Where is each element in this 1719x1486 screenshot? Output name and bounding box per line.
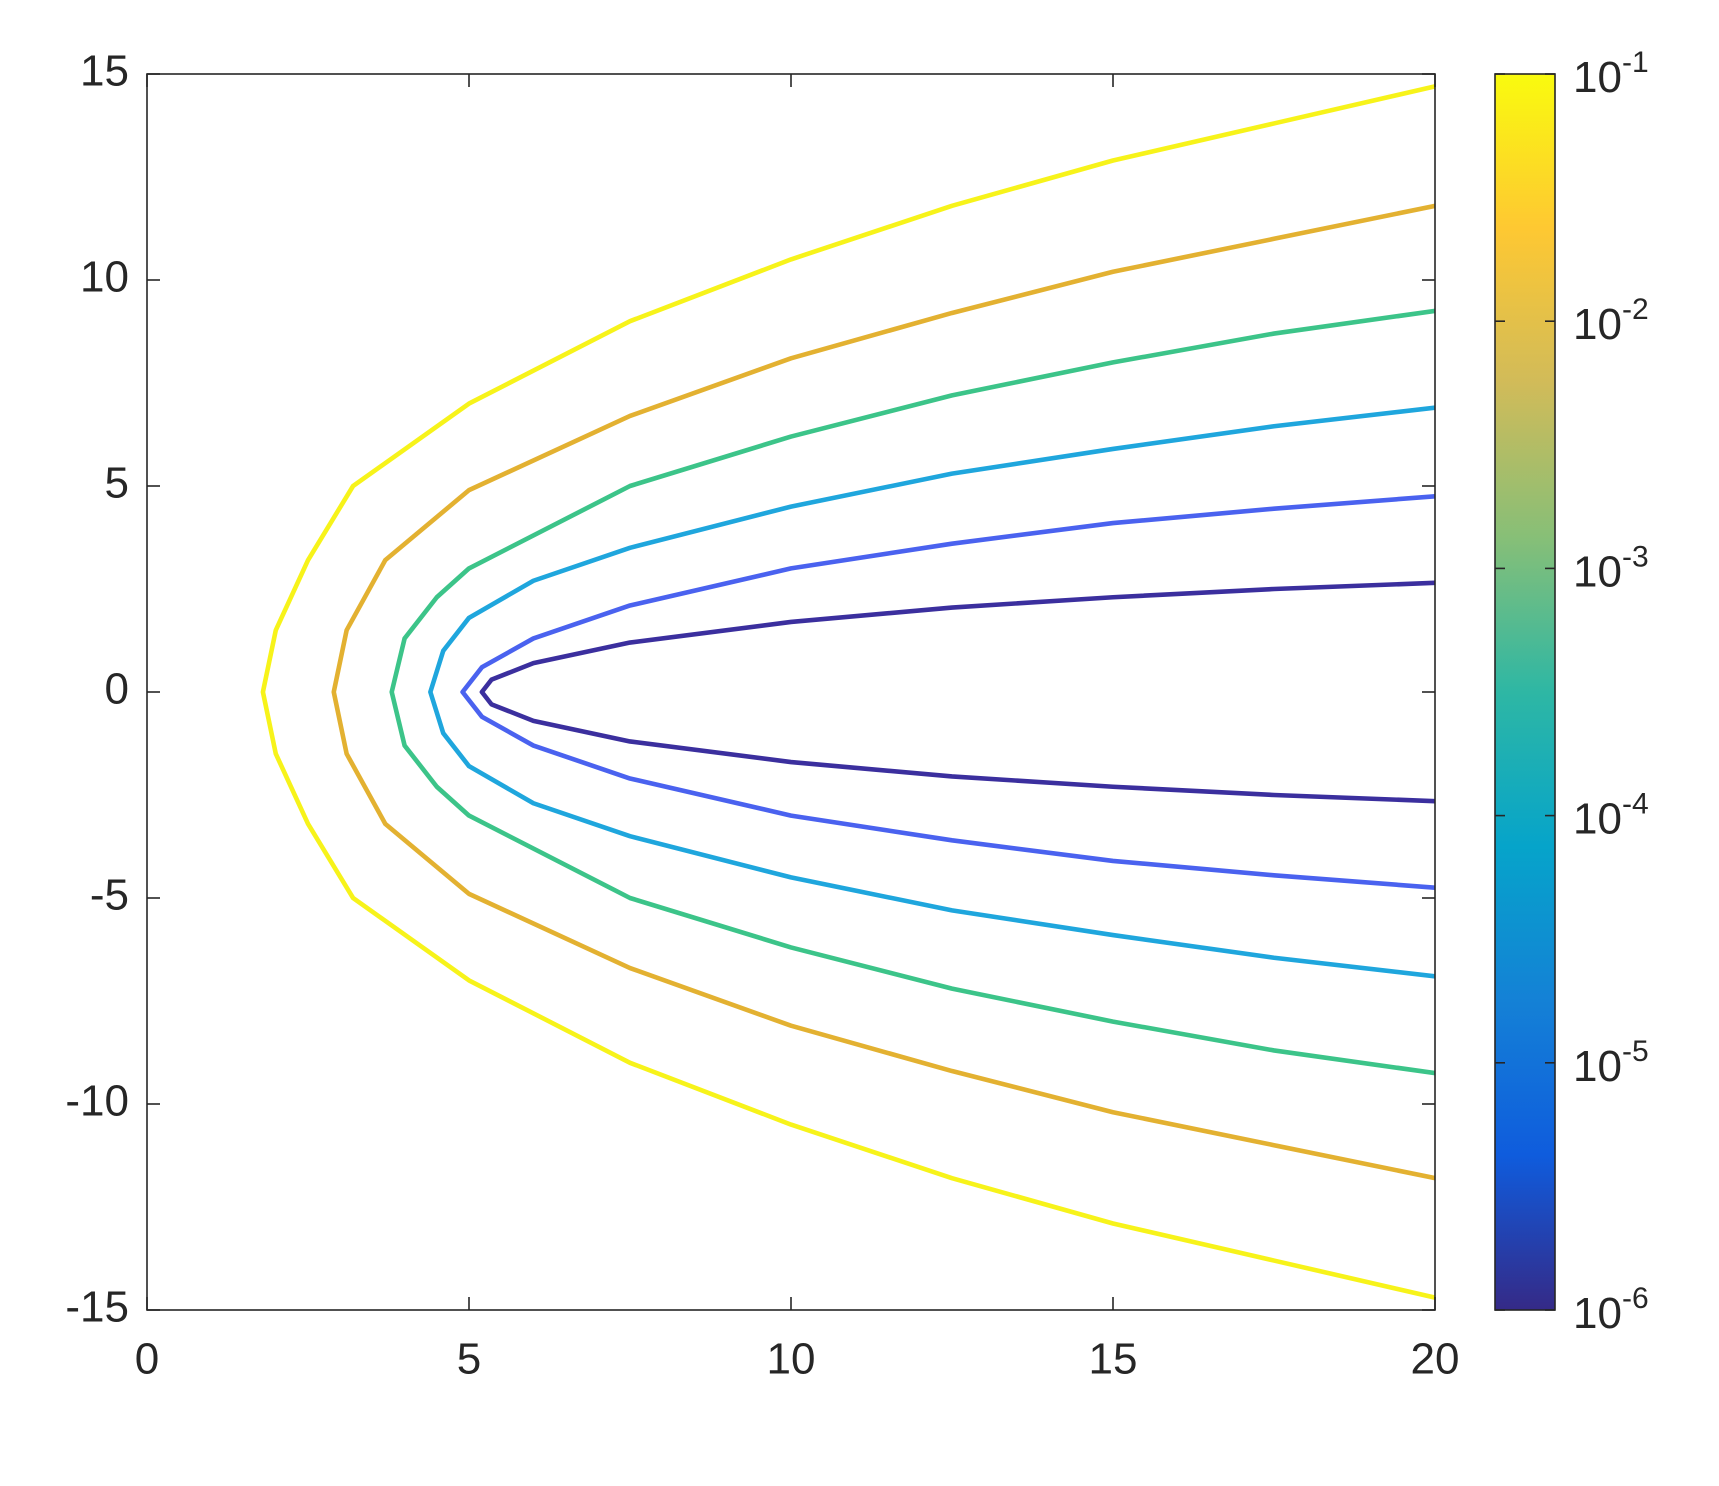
y-tick-label: 5	[105, 459, 129, 508]
contour-line	[460, 494, 1435, 890]
x-tick-label: 10	[767, 1335, 816, 1384]
x-tick-label: 20	[1411, 1335, 1460, 1384]
colorbar-tick-label: 10-1	[1573, 46, 1649, 102]
x-tick-label: 0	[135, 1335, 159, 1384]
x-tick-label: 15	[1089, 1335, 1138, 1384]
y-tick-label: 15	[80, 47, 129, 96]
y-tick-label: 10	[80, 253, 129, 302]
x-tick-label: 5	[457, 1335, 481, 1384]
contour-line	[331, 203, 1435, 1181]
colorbar-tick-label: 10-5	[1573, 1035, 1649, 1091]
contour-line	[479, 580, 1435, 804]
y-tick-label: -10	[65, 1077, 129, 1126]
plot-area	[147, 74, 1435, 1310]
y-tick-label: -5	[90, 871, 129, 920]
y-tick-label: 0	[105, 665, 129, 714]
colorbar-tick-label: 10-6	[1573, 1282, 1649, 1338]
contour-line	[260, 84, 1435, 1300]
colorbar-tick-label: 10-2	[1573, 293, 1649, 349]
contour-line	[428, 405, 1435, 979]
contour-lines	[260, 84, 1435, 1300]
colorbar-tick-label: 10-3	[1573, 540, 1649, 596]
contour-line	[389, 308, 1435, 1076]
y-tick-label: -15	[65, 1283, 129, 1332]
colorbar	[1494, 73, 1556, 1311]
colorbar-tick-label: 10-4	[1573, 788, 1649, 844]
